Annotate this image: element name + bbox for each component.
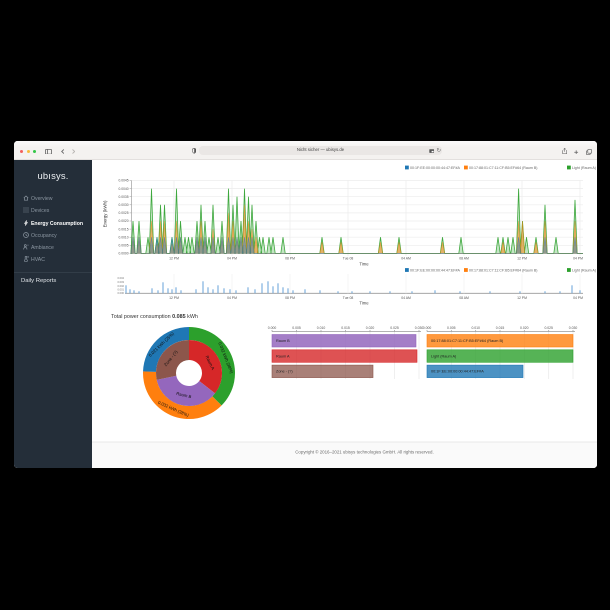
svg-text:00:17:88:01:C7:11:CF:B5:EF#64: 00:17:88:01:C7:11:CF:B5:EF#64 (Raum B) [469,166,537,170]
svg-text:0.015: 0.015 [496,326,505,330]
svg-text:12 PM: 12 PM [169,296,179,300]
svg-text:0.000: 0.000 [423,326,432,330]
svg-text:08 AM: 08 AM [459,296,469,300]
svg-text:Raum B: Raum B [276,339,290,343]
svg-text:0.025: 0.025 [390,326,399,330]
svg-text:Tue 08: Tue 08 [343,257,354,261]
svg-text:04 PM: 04 PM [573,257,583,261]
svg-text:0.020: 0.020 [366,326,375,330]
svg-text:Zone - (?): Zone - (?) [276,370,293,374]
svg-text:04 PM: 04 PM [573,296,583,300]
svg-text:00:17:88:01:C7:11:CF:B5:EF#64: 00:17:88:01:C7:11:CF:B5:EF#64 (Raum B) [469,268,537,272]
svg-text:0.003: 0.003 [118,280,125,284]
svg-text:Tue 08: Tue 08 [343,296,354,300]
svg-text:04 AM: 04 AM [401,296,411,300]
svg-text:04 PM: 04 PM [227,296,237,300]
svg-text:08 AM: 08 AM [459,257,469,261]
svg-text:0.030: 0.030 [569,326,578,330]
svg-text:00:1F:EE:00:00:00:44:47:EF#A: 00:1F:EE:00:00:00:44:47:EF#A [410,268,461,272]
svg-text:Total power consumption 0.085: Total power consumption 0.085 kWh [111,314,198,320]
svg-text:00:17:88:01:C7:11:CF:B5:EF#64: 00:17:88:01:C7:11:CF:B5:EF#64 (Raum B) [431,339,504,343]
svg-text:0.0045: 0.0045 [119,179,129,183]
svg-text:0.015: 0.015 [341,326,350,330]
svg-text:12 PM: 12 PM [169,257,179,261]
svg-text:0.030: 0.030 [415,326,424,330]
svg-text:04 PM: 04 PM [227,257,237,261]
svg-text:0.005: 0.005 [292,326,301,330]
svg-text:0.0040: 0.0040 [119,187,129,191]
svg-text:0.000: 0.000 [268,326,277,330]
svg-text:0.0000: 0.0000 [119,252,129,256]
svg-text:Time: Time [359,262,369,267]
svg-text:0.0015: 0.0015 [119,227,129,231]
svg-text:0.010: 0.010 [471,326,480,330]
svg-text:Light (Raum A): Light (Raum A) [431,354,457,358]
svg-text:0.002: 0.002 [118,284,125,288]
svg-text:0.020: 0.020 [520,326,529,330]
svg-text:12 PM: 12 PM [517,296,527,300]
svg-text:0.0030: 0.0030 [119,203,129,207]
svg-text:0.001: 0.001 [118,288,125,292]
svg-text:0.0010: 0.0010 [119,235,129,239]
svg-text:Time: Time [359,301,369,306]
svg-text:0.005: 0.005 [447,326,456,330]
svg-text:Raum B: Raum B [176,391,192,399]
svg-text:0.000: 0.000 [118,291,125,295]
svg-text:Energy (kWh): Energy (kWh) [103,200,108,227]
svg-text:0.0035: 0.0035 [119,195,129,199]
svg-text:00:1F:EE:00:00:00:44:47:EF#A: 00:1F:EE:00:00:00:44:47:EF#A [431,370,484,374]
svg-text:08 PM: 08 PM [285,257,295,261]
svg-text:0.0025: 0.0025 [119,211,129,215]
svg-text:Light (Raum A): Light (Raum A) [572,166,596,170]
svg-text:0.010: 0.010 [317,326,326,330]
svg-text:Raum A: Raum A [276,354,290,358]
svg-text:00:1F:EE:00:00:00:44:47:EF#A: 00:1F:EE:00:00:00:44:47:EF#A [410,166,461,170]
svg-text:0.0020: 0.0020 [119,219,129,223]
svg-text:Copyright © 2016–2021 ubisys t: Copyright © 2016–2021 ubisys technologie… [295,450,433,455]
svg-text:0.025: 0.025 [544,326,553,330]
svg-text:0.004: 0.004 [118,276,125,280]
svg-text:04 AM: 04 AM [401,257,411,261]
svg-text:Light (Raum A): Light (Raum A) [572,268,596,272]
svg-text:0.0005: 0.0005 [119,244,129,248]
svg-text:08 PM: 08 PM [285,296,295,300]
svg-text:Raum A: Raum A [204,355,215,371]
svg-text:12 PM: 12 PM [517,257,527,261]
